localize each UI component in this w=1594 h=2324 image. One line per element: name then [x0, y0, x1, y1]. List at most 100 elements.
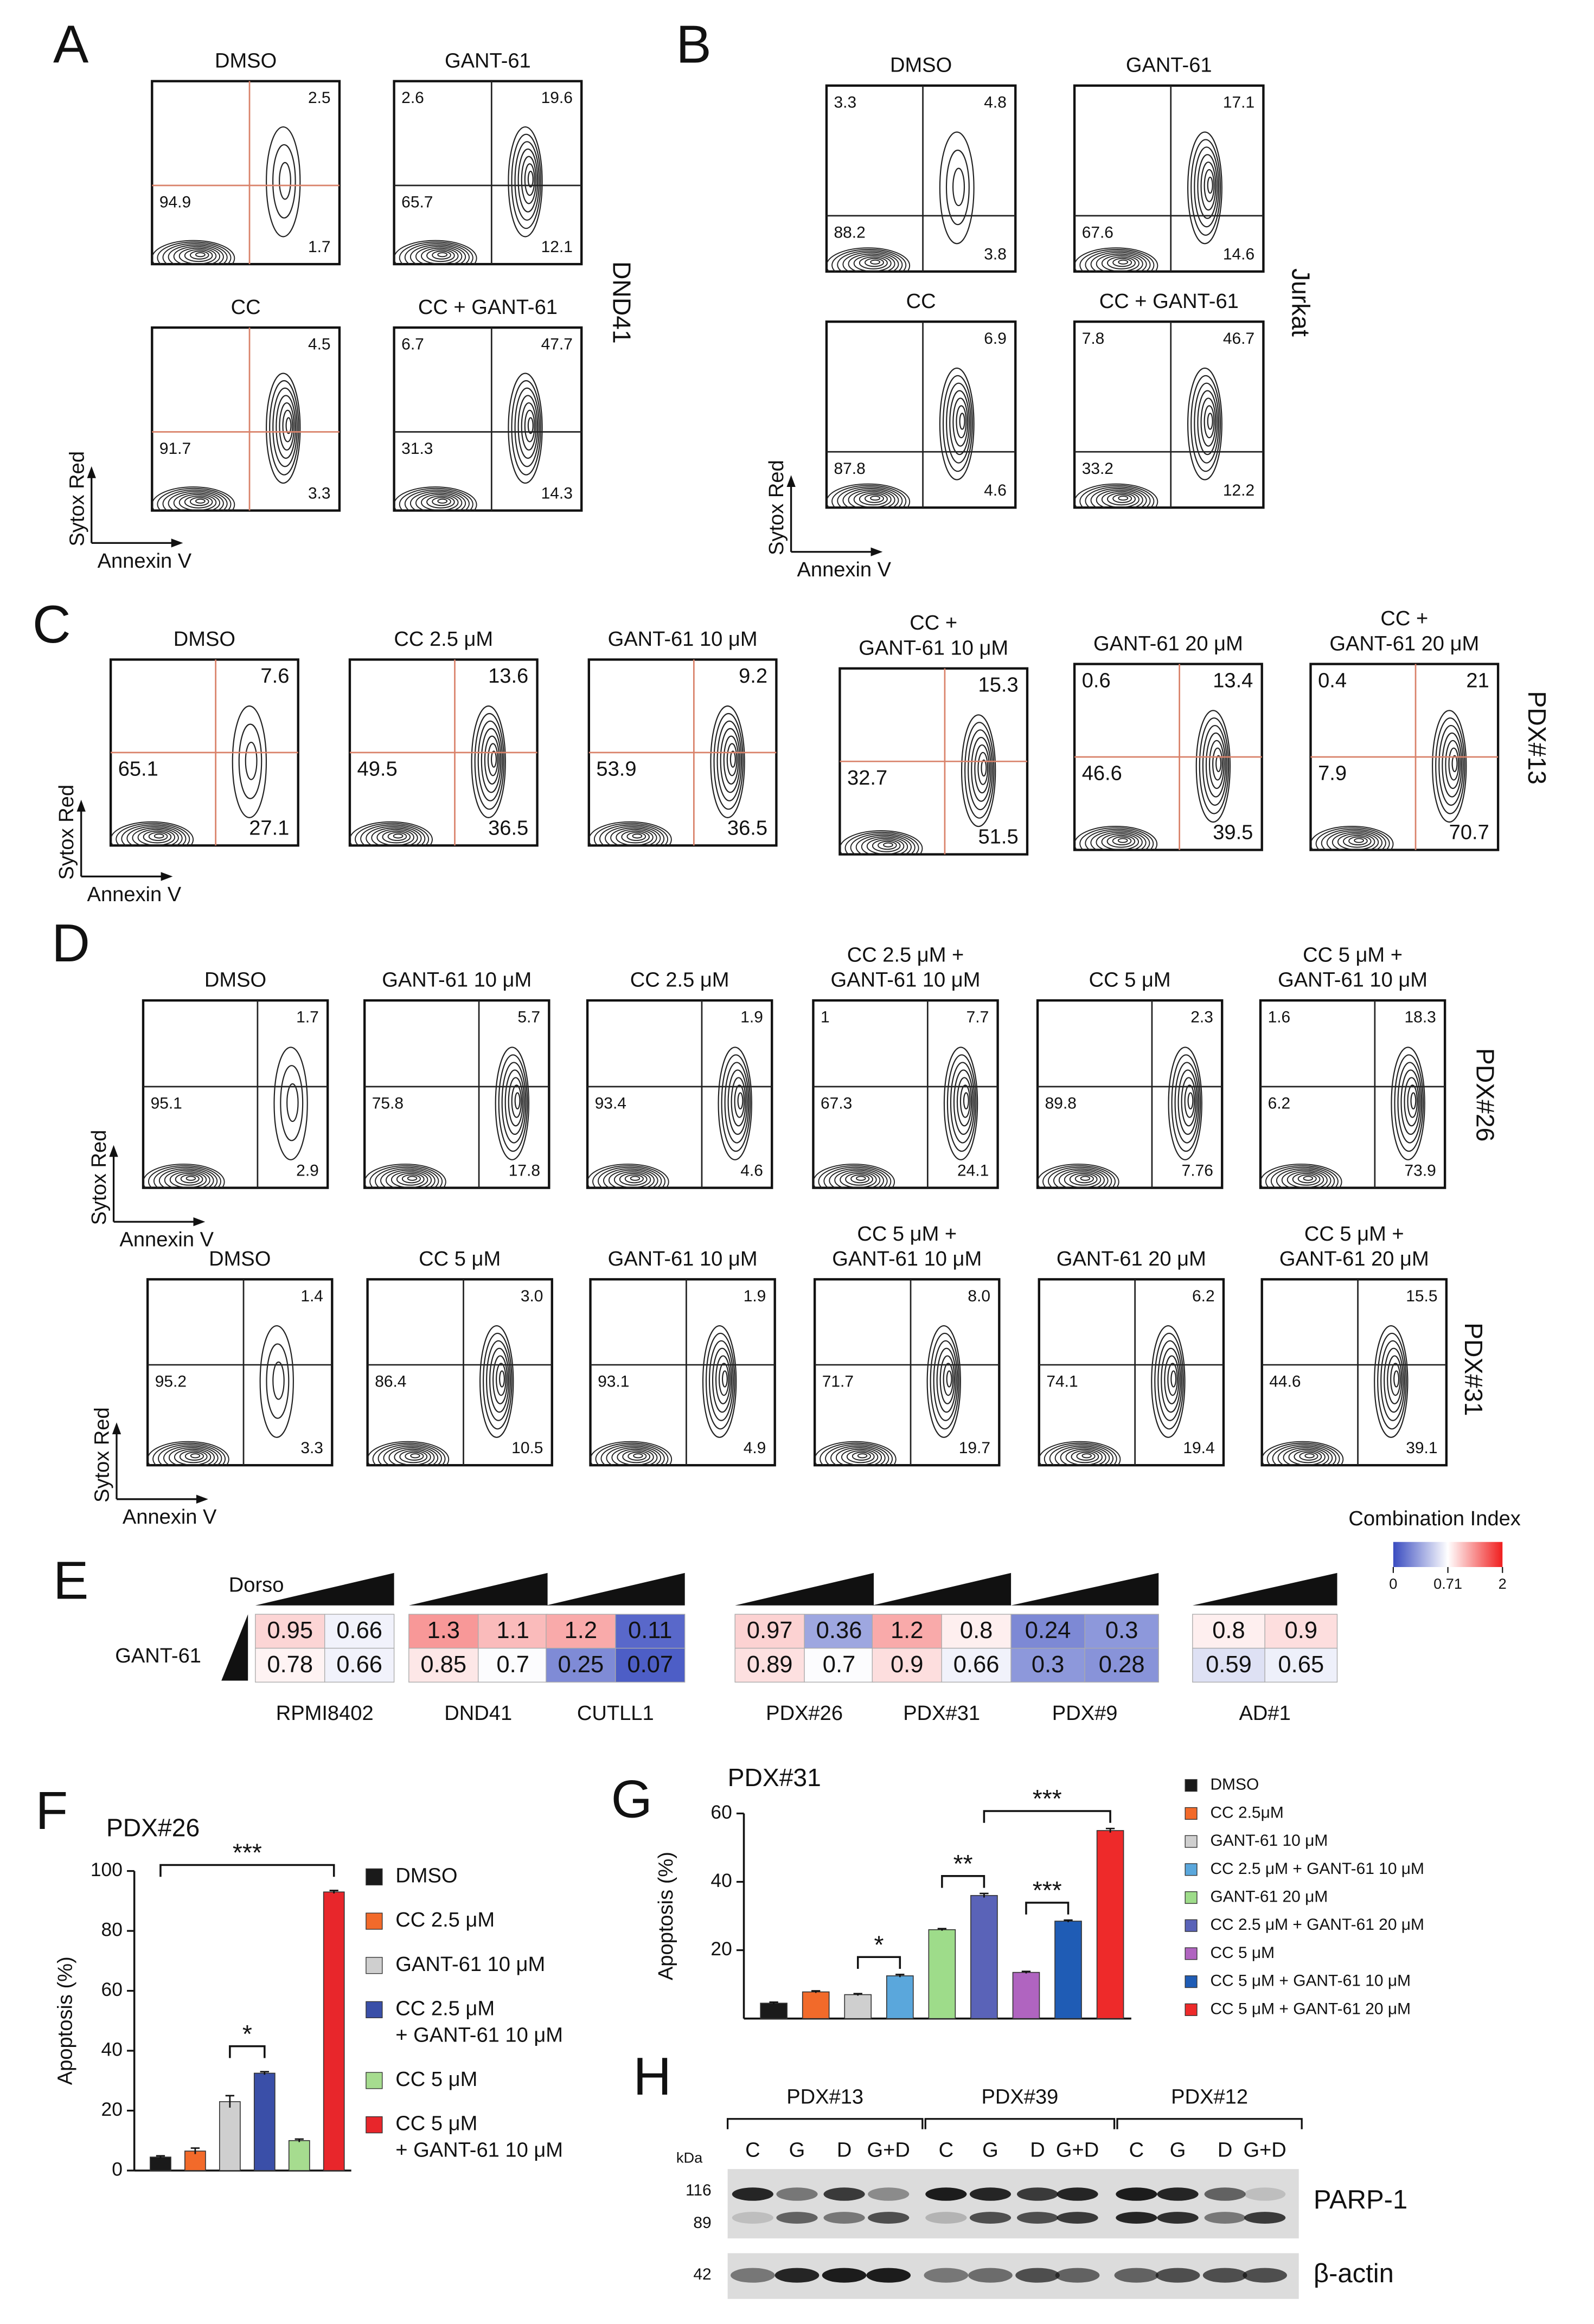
y-tick-label: 60	[101, 1979, 123, 2000]
contour	[490, 750, 497, 768]
contour	[371, 827, 418, 846]
contour	[508, 373, 543, 484]
contour	[1044, 1442, 1117, 1466]
contour	[878, 840, 897, 850]
contour	[870, 259, 881, 265]
cell-value: 0.9	[891, 1652, 924, 1678]
contour	[964, 722, 995, 819]
quadrant-value: 74.1	[1046, 1373, 1078, 1391]
quadrant-value: 21	[1466, 669, 1489, 692]
contour	[1331, 832, 1379, 850]
contour	[622, 1450, 651, 1463]
contour	[259, 1325, 294, 1438]
contour	[588, 821, 672, 846]
contour	[1281, 1170, 1328, 1188]
plot-title: CC	[231, 296, 261, 319]
contour	[168, 491, 224, 511]
contour	[1096, 489, 1143, 508]
band	[1244, 2187, 1286, 2201]
contour	[471, 705, 506, 818]
legend-swatch	[1185, 2003, 1198, 2016]
contour	[487, 743, 498, 776]
quadrant-value: 19.7	[959, 1439, 990, 1457]
heatmap-cell	[615, 1647, 686, 1683]
contour	[382, 830, 411, 844]
bar	[844, 1994, 872, 2019]
plot-title: CC +	[910, 612, 957, 634]
contour	[608, 1170, 655, 1188]
contour	[595, 1442, 669, 1466]
quadrant-value: 4.6	[740, 1162, 763, 1180]
plot-title: GANT-61	[1126, 54, 1212, 77]
contour	[1107, 256, 1136, 269]
dose-triangle	[546, 1572, 685, 1606]
contour	[1090, 830, 1147, 850]
contour	[279, 162, 291, 200]
quadrant-value: 1.9	[740, 1009, 763, 1026]
contour	[930, 1332, 960, 1430]
band	[969, 2212, 1012, 2224]
heatmap-cell	[734, 1614, 805, 1649]
band	[1057, 2212, 1098, 2224]
bar	[928, 1929, 956, 2019]
quadrant-value: 7.6	[260, 665, 289, 688]
contour	[605, 826, 661, 846]
contour	[421, 494, 459, 511]
contour	[856, 1176, 866, 1181]
significance-label: *	[242, 2020, 252, 2048]
contour	[942, 375, 973, 472]
contour	[276, 395, 296, 459]
contour	[1079, 485, 1155, 508]
contour	[726, 743, 738, 776]
contour	[1074, 247, 1158, 272]
contour	[1065, 1448, 1103, 1466]
bar	[1054, 1921, 1082, 2019]
contour	[712, 1347, 733, 1413]
dose-triangle	[735, 1572, 874, 1606]
contour	[1112, 836, 1132, 846]
bar	[288, 2140, 310, 2171]
contour	[1348, 836, 1368, 846]
y-tick-label: 100	[91, 1859, 123, 1880]
flow-plot	[1260, 1278, 1448, 1467]
arrow-head	[109, 1145, 118, 1157]
contour	[1154, 1332, 1184, 1430]
contour	[705, 1332, 735, 1430]
contour	[823, 1166, 888, 1188]
marker-label: 116	[686, 2181, 712, 2199]
group-name: PDX#31	[903, 1702, 980, 1725]
contour	[1277, 1446, 1333, 1466]
cell-value: 0.66	[336, 1617, 382, 1644]
quadrant-value: 0.6	[1082, 669, 1111, 692]
contour	[1048, 1166, 1112, 1188]
contour	[1400, 1069, 1421, 1135]
contour	[624, 1174, 644, 1184]
contour	[1304, 1453, 1315, 1459]
x-axis-label: Annexin V	[123, 1506, 217, 1529]
lane-label: D	[837, 2139, 852, 2162]
contour	[592, 1165, 665, 1188]
quadrant-value: 65.7	[401, 194, 433, 211]
contour	[1404, 1077, 1419, 1127]
contour	[173, 492, 221, 511]
heatmap-cell	[408, 1614, 479, 1649]
contour	[1112, 258, 1132, 267]
contour	[116, 823, 190, 846]
contour	[729, 750, 736, 768]
contour	[404, 489, 470, 511]
band	[1057, 2187, 1098, 2201]
contour	[1445, 740, 1461, 789]
contour	[407, 1176, 418, 1181]
contour	[715, 1355, 731, 1404]
band	[1204, 2187, 1246, 2201]
side-label: DND41	[608, 261, 636, 344]
cell-value: 0.7	[823, 1652, 856, 1678]
band	[868, 2212, 910, 2224]
plot-title: GANT-61 10 μM	[832, 1248, 982, 1270]
contour	[409, 245, 466, 265]
marker-label: 42	[693, 2265, 711, 2283]
quadrant-value: 75.8	[372, 1095, 404, 1113]
contour	[399, 487, 473, 511]
legend-label: CC 2.5μM	[1210, 1803, 1283, 1821]
contour	[936, 1347, 957, 1413]
